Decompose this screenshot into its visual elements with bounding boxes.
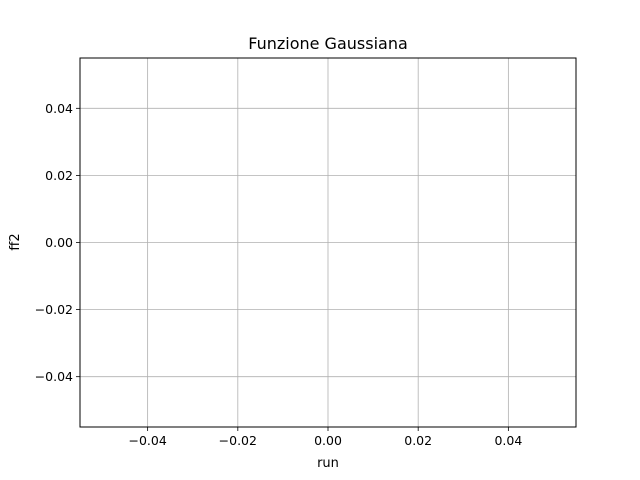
y-tick-label: 0.02 — [45, 168, 73, 183]
grid — [80, 58, 576, 427]
y-tick-label: −0.04 — [35, 369, 73, 384]
y-axis-label: ff2 — [8, 233, 23, 250]
y-tick-label: −0.02 — [35, 302, 73, 317]
x-tick-label: −0.02 — [219, 433, 257, 448]
x-tick-label: 0.04 — [494, 433, 522, 448]
y-tick-label: 0.00 — [45, 235, 73, 250]
x-tick-label: −0.04 — [128, 433, 166, 448]
y-tick-label: 0.04 — [45, 101, 73, 116]
x-axis-label: run — [317, 456, 339, 471]
x-tick-label: 0.02 — [404, 433, 432, 448]
x-tick-label: 0.00 — [314, 433, 342, 448]
x-axis: −0.04 −0.02 0.00 0.02 0.04 — [128, 427, 522, 448]
chart-title: Funzione Gaussiana — [248, 34, 408, 53]
y-axis: −0.04 −0.02 0.00 0.02 0.04 — [35, 101, 80, 384]
